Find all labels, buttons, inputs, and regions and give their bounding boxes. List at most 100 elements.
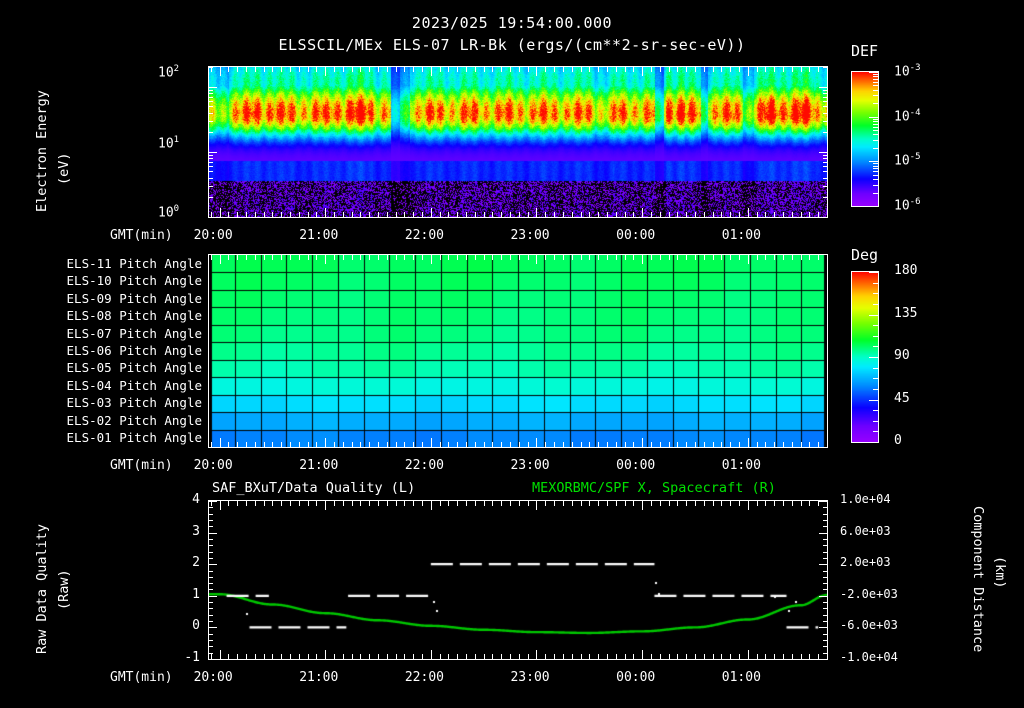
- spectrogram-panel[interactable]: [208, 66, 828, 218]
- pitch-row-label-els-11: ELS-11 Pitch Angle: [66, 256, 202, 271]
- bottom-xtick: [686, 654, 687, 659]
- spectrogram-ytick: [208, 121, 213, 122]
- spectrogram-ytick: [208, 158, 213, 159]
- bottom-ytick-left: [208, 520, 213, 521]
- bottom-xtick-label-22:00: 22:00: [404, 670, 444, 685]
- bottom-xtick: [827, 501, 828, 506]
- pitch-xtick: [765, 255, 766, 260]
- bottom-xtick: [686, 501, 687, 506]
- data-quality-panel[interactable]: [208, 500, 828, 660]
- spectrogram-xtick: [431, 208, 432, 217]
- spectrogram-xtick: [228, 212, 229, 217]
- pitch-xtick: [792, 255, 793, 260]
- pitch-xtick: [413, 442, 414, 447]
- pitch-xtick: [501, 255, 502, 260]
- pitch-xtick: [625, 255, 626, 260]
- def-colorbar-tick: [873, 179, 878, 180]
- bottom-xtick: [625, 654, 626, 659]
- bottom-ytick-label-left-2: 2: [192, 555, 200, 570]
- deg-colorbar-tick: [869, 400, 878, 401]
- pitch-xtick: [369, 255, 370, 260]
- spectrogram-xtick: [818, 212, 819, 217]
- spectrogram-ytick: [823, 106, 828, 107]
- bottom-ytick-label-right--1.0e+04: -1.0e+04: [840, 650, 898, 664]
- spectrogram-ytick: [208, 101, 213, 102]
- def-colorbar-tick: [873, 166, 878, 167]
- pitch-xtick: [422, 255, 423, 260]
- bottom-xtick: [343, 654, 344, 659]
- pitch-xtick: [484, 255, 485, 260]
- bottom-xtick: [677, 654, 678, 659]
- deg-colorbar-label-180: 180: [894, 263, 918, 278]
- pitch-xtick: [281, 255, 282, 260]
- bottom-ytick-right: [819, 564, 828, 565]
- spectrogram-xtick: [316, 67, 317, 72]
- bottom-xtick: [774, 501, 775, 506]
- bottom-xtick: [413, 501, 414, 506]
- pitch-angle-panel[interactable]: [208, 254, 828, 448]
- pitch-xtick: [281, 442, 282, 447]
- bottom-xtick: [387, 654, 388, 659]
- bottom-xtick: [633, 501, 634, 506]
- bottom-ytick-right: [819, 533, 828, 534]
- bottom-xtick: [660, 654, 661, 659]
- bottom-xtick: [642, 501, 643, 510]
- bottom-xtick: [765, 654, 766, 659]
- pitch-xtick: [211, 255, 212, 260]
- bottom-xtick: [466, 654, 467, 659]
- spectrogram-xtick: [220, 208, 221, 217]
- pitch-xtick: [721, 255, 722, 260]
- deg-colorbar-tick: [873, 431, 878, 432]
- spectrogram-xtick: [448, 212, 449, 217]
- pitch-xtick: [501, 442, 502, 447]
- pitch-xtick: [545, 442, 546, 447]
- pitch-xtick: [272, 255, 273, 260]
- spectrogram-xtick: [378, 212, 379, 217]
- bottom-xtick: [343, 501, 344, 506]
- bottom-ytick-label-right-2.0e+03: 2.0e+03: [840, 555, 891, 569]
- spectrogram-xtick: [466, 212, 467, 217]
- spectrogram-xtick: [536, 208, 537, 217]
- pitch-xtick: [264, 442, 265, 447]
- pitch-xtick: [343, 442, 344, 447]
- spectrogram-xtick: [325, 208, 326, 217]
- bottom-ytick-left: [208, 571, 213, 572]
- pitch-xtick: [396, 442, 397, 447]
- pitch-xtick: [404, 255, 405, 260]
- spectrogram-gmt-label: GMT(min): [110, 228, 173, 243]
- pitch-xtick: [528, 255, 529, 260]
- def-colorbar-tick: [873, 127, 878, 128]
- bottom-xtick: [281, 501, 282, 506]
- bottom-xtick: [457, 654, 458, 659]
- pitch-xtick: [519, 442, 520, 447]
- def-colorbar-tick: [873, 90, 878, 91]
- bottom-xtick: [616, 654, 617, 659]
- bottom-ylabel-left-line1: Raw Data Quality: [34, 523, 50, 654]
- pitch-xtick: [431, 255, 432, 264]
- bottom-ytick-label-right-1.0e+04: 1.0e+04: [840, 492, 891, 506]
- deg-colorbar-tick: [873, 410, 878, 411]
- pitch-xtick: [510, 442, 511, 447]
- spectrogram-xtick: [625, 67, 626, 72]
- pitch-xtick: [396, 255, 397, 260]
- bottom-xtick-label-23:00: 23:00: [510, 670, 550, 685]
- bottom-xtick: [334, 654, 335, 659]
- bottom-xtick: [316, 501, 317, 506]
- bottom-xtick: [448, 654, 449, 659]
- def-colorbar[interactable]: [851, 71, 879, 207]
- spectrogram-xtick: [827, 67, 828, 72]
- bottom-xtick: [369, 501, 370, 506]
- bottom-xtick: [255, 654, 256, 659]
- pitch-xtick: [369, 442, 370, 447]
- def-colorbar-tick: [873, 82, 878, 83]
- spectrogram-xtick: [563, 212, 564, 217]
- pitch-xtick: [272, 442, 273, 447]
- spectrogram-xtick: [713, 212, 714, 217]
- spectrogram-xtick: [457, 212, 458, 217]
- pitch-xtick-label-00:00: 00:00: [616, 458, 656, 473]
- pitch-xtick: [466, 255, 467, 260]
- bottom-xtick: [713, 654, 714, 659]
- pitch-xtick: [387, 255, 388, 260]
- pitch-xtick: [308, 442, 309, 447]
- bottom-xtick: [774, 654, 775, 659]
